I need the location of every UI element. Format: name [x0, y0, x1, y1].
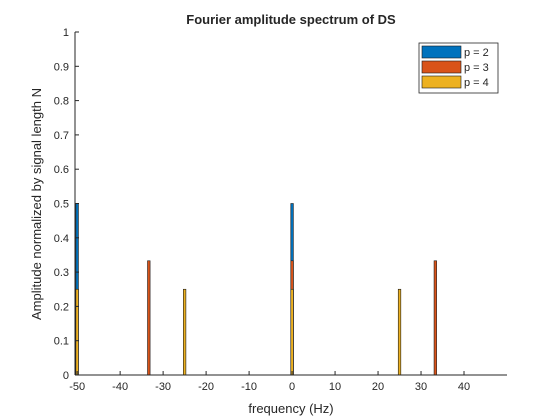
y-tick-label: 0.7 — [54, 130, 69, 142]
x-tick-label: 20 — [372, 381, 384, 393]
y-tick-label: 0.2 — [54, 301, 69, 313]
bar-p4-2 — [290, 288, 294, 376]
y-tick-label: 1 — [63, 27, 69, 39]
y-tick-label: 0.4 — [54, 233, 69, 245]
legend-swatch — [421, 75, 462, 89]
legend: p = 2 p = 3 p = 4 — [418, 42, 499, 94]
bar-p4-1 — [183, 288, 187, 376]
x-tick-label: -20 — [198, 381, 214, 393]
legend-label: p = 4 — [464, 77, 489, 89]
y-ticks: 0 0.1 0.2 0.3 0.4 0.5 0.6 0.7 0.8 0.9 1 — [54, 27, 79, 382]
legend-swatch — [421, 60, 462, 74]
y-tick-label: 0.8 — [54, 96, 69, 108]
bar-p3-0 — [147, 260, 151, 376]
chart-title: Fourier amplitude spectrum of DS — [186, 12, 396, 27]
y-tick-label: 0.9 — [54, 61, 69, 73]
y-tick-label: 0.3 — [54, 267, 69, 279]
x-tick-label: 30 — [415, 381, 427, 393]
x-tick-label: -50 — [69, 381, 85, 393]
x-tick-label: 40 — [458, 381, 470, 393]
legend-swatch — [421, 45, 462, 59]
y-tick-label: 0.1 — [54, 336, 69, 348]
legend-label: p = 2 — [464, 47, 489, 59]
bar-p3-2 — [433, 260, 437, 376]
x-tick-label: 0 — [289, 381, 295, 393]
x-tick-label: 10 — [329, 381, 341, 393]
y-tick-label: 0.5 — [54, 199, 69, 211]
x-axis-label: frequency (Hz) — [248, 401, 333, 416]
x-tick-label: -10 — [241, 381, 257, 393]
bar-p4-3 — [397, 288, 402, 376]
x-tick-label: -30 — [155, 381, 171, 393]
x-ticks: -50 -40 -30 -20 -10 0 10 20 30 40 — [69, 371, 470, 393]
y-axis-label: Amplitude normalized by signal length N — [29, 88, 44, 320]
bar-p4-0 — [75, 288, 79, 376]
legend-label: p = 3 — [464, 62, 489, 74]
x-tick-label: -40 — [112, 381, 128, 393]
y-tick-label: 0.6 — [54, 164, 69, 176]
y-tick-label: 0 — [63, 370, 69, 382]
